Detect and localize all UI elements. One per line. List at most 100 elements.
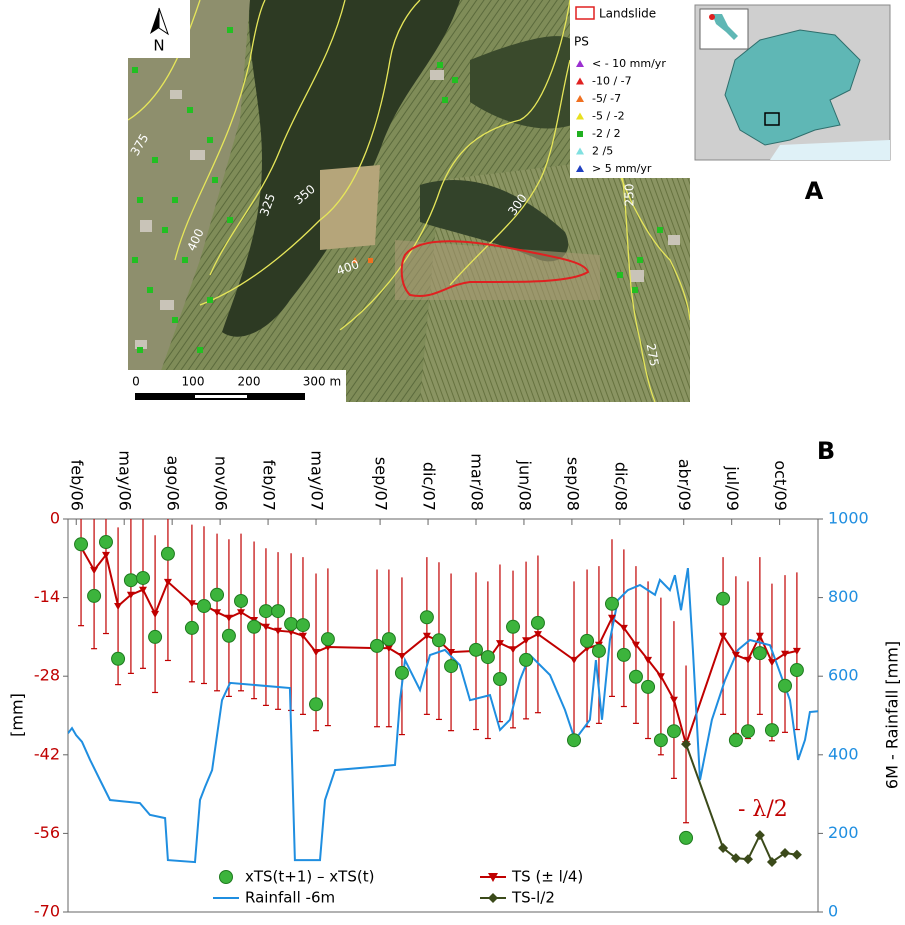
x-tick-label: oct/09 bbox=[771, 460, 790, 511]
y-tick-label: -28 bbox=[34, 666, 60, 685]
panel-label: A bbox=[805, 177, 824, 205]
y-tick-label: 0 bbox=[50, 509, 60, 528]
y2-tick-label: 800 bbox=[828, 587, 859, 606]
data-point bbox=[114, 603, 123, 611]
y2-tick-label: 400 bbox=[828, 744, 859, 763]
legend-label: TS (± l/4) bbox=[511, 868, 583, 886]
scale-label: 0 bbox=[132, 375, 140, 389]
x-tick-label: may/06 bbox=[116, 450, 135, 511]
legend-label: < - 10 mm/yr bbox=[592, 57, 666, 70]
legend-box bbox=[570, 0, 690, 178]
data-point bbox=[742, 854, 753, 865]
data-point bbox=[234, 593, 249, 608]
data-point bbox=[616, 647, 631, 662]
legend-marker bbox=[576, 95, 584, 102]
data-point bbox=[126, 591, 135, 599]
ps-point bbox=[207, 297, 213, 303]
data-point bbox=[139, 586, 147, 594]
data-point bbox=[607, 614, 616, 622]
x-tick-label: abr/09 bbox=[675, 459, 694, 511]
data-point bbox=[641, 679, 656, 694]
legend-marker bbox=[219, 870, 233, 884]
data-point bbox=[394, 665, 409, 680]
x-tick-label: dic/07 bbox=[420, 462, 439, 511]
data-point bbox=[656, 673, 665, 681]
ps-point bbox=[227, 27, 233, 33]
ps-point bbox=[442, 97, 448, 103]
data-point bbox=[274, 627, 283, 635]
data-point bbox=[644, 656, 653, 664]
ps-point bbox=[132, 257, 138, 263]
legend-title: PS bbox=[574, 35, 589, 49]
data-point bbox=[731, 651, 740, 659]
data-point bbox=[196, 599, 211, 614]
data-point bbox=[580, 633, 595, 648]
y2-tick-label: 600 bbox=[828, 666, 859, 685]
data-point bbox=[789, 663, 804, 678]
x-tick-label: sep/07 bbox=[372, 457, 391, 511]
legend-marker bbox=[576, 77, 584, 85]
legend-marker bbox=[576, 165, 584, 172]
ps-point bbox=[637, 257, 643, 263]
ps-point bbox=[172, 317, 178, 323]
legend-landslide-key bbox=[575, 6, 595, 20]
ps-point bbox=[152, 157, 158, 163]
x-tick-label: feb/06 bbox=[68, 460, 87, 511]
ps-point bbox=[182, 257, 188, 263]
data-point bbox=[781, 650, 790, 658]
data-point bbox=[419, 610, 434, 625]
data-point bbox=[766, 857, 777, 868]
data-point bbox=[210, 587, 225, 602]
data-point bbox=[74, 537, 89, 552]
chart: B -70 -56 -42 -28 -14 0 0 200 400 600 800 1000 feb/06… bbox=[8, 437, 902, 921]
ps-point bbox=[632, 287, 638, 293]
data-point bbox=[87, 588, 102, 603]
data-point bbox=[298, 632, 307, 640]
y2-tick-label: 0 bbox=[828, 902, 838, 921]
scale-label: 100 bbox=[182, 375, 205, 389]
series-line bbox=[68, 567, 818, 864]
data-point bbox=[719, 632, 728, 640]
data-point bbox=[101, 551, 110, 559]
data-point bbox=[187, 600, 196, 608]
data-point bbox=[754, 830, 765, 841]
ps-point bbox=[437, 62, 443, 68]
legend-marker bbox=[577, 131, 583, 137]
ps-point bbox=[187, 107, 193, 113]
data-point bbox=[98, 535, 113, 550]
ps-point bbox=[207, 137, 213, 143]
legend-label: -2 / 2 bbox=[592, 127, 621, 140]
data-point bbox=[591, 643, 606, 658]
x-tick-label: feb/07 bbox=[260, 460, 279, 511]
data-point bbox=[221, 628, 236, 643]
data-point bbox=[160, 546, 175, 561]
data-point bbox=[718, 842, 729, 853]
data-point bbox=[258, 604, 273, 619]
study-area bbox=[764, 112, 780, 126]
data-point bbox=[123, 573, 138, 588]
scale-bar bbox=[195, 395, 247, 398]
legend-label: xTS(t+1) – xTS(t) bbox=[245, 868, 374, 886]
ps-point bbox=[212, 177, 218, 183]
ps-point bbox=[352, 257, 358, 263]
ps-point bbox=[197, 347, 203, 353]
x-tick-label: jul/09 bbox=[723, 465, 742, 511]
annotation: - λ/2 bbox=[738, 797, 788, 822]
y2-tick-label: 200 bbox=[828, 823, 859, 842]
ps-point bbox=[137, 197, 143, 203]
data-point bbox=[422, 632, 431, 640]
sea bbox=[770, 140, 890, 160]
data-point bbox=[309, 697, 324, 712]
data-point bbox=[653, 733, 668, 748]
data-point bbox=[767, 659, 776, 667]
data-point bbox=[271, 604, 286, 619]
x-tick-label: ago/06 bbox=[164, 456, 183, 512]
forest bbox=[470, 36, 572, 129]
data-point bbox=[184, 620, 199, 635]
data-point bbox=[778, 678, 793, 693]
data-point bbox=[312, 649, 321, 657]
north-arrow bbox=[158, 7, 169, 36]
locator-dot bbox=[709, 14, 715, 20]
